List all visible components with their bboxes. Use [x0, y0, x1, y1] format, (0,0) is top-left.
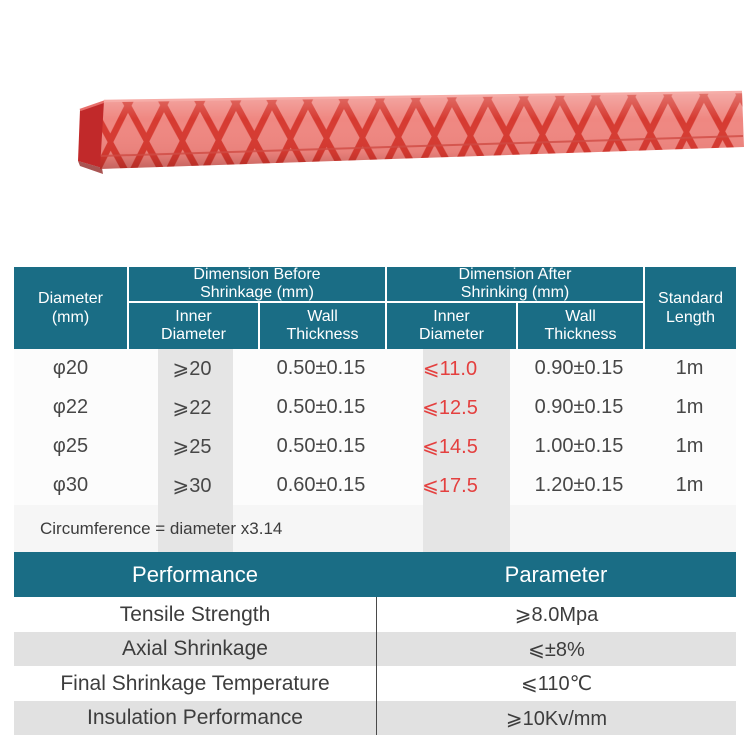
parameter-value: ⩾8.0Mpa: [376, 597, 736, 632]
column-stripe-inner-before: [158, 349, 233, 552]
cell-wall-after: 1.00±0.15: [534, 435, 624, 457]
spec-table: Diameter (mm) Dimension Before Shrinkage…: [14, 266, 736, 552]
parameter-value: ⩽110℃: [376, 666, 736, 701]
cell-diameter: φ30: [52, 474, 89, 496]
col-group-before-title: Dimension Before Shrinkage (mm): [129, 266, 385, 301]
before-title-line1: Dimension Before: [193, 266, 321, 284]
col-header-standard-length: Standard Length: [643, 267, 736, 349]
cell-wall-before: 0.60±0.15: [276, 474, 366, 496]
col-header-diameter-line2: (mm): [51, 309, 90, 326]
performance-label: Final Shrinkage Temperature: [60, 671, 330, 695]
col-group-after: Dimension After Shrinking (mm) Inner Dia…: [385, 266, 643, 349]
cell-standard-length: 1m: [675, 396, 704, 418]
parameter-value: ⩽±8%: [376, 632, 736, 666]
col-header-wall-thickness-after: Wall Thickness: [515, 303, 643, 349]
circumference-note: Circumference = diameter x3.14: [40, 518, 283, 538]
cell-diameter: φ22: [52, 396, 89, 418]
performance-table: Performance Parameter Tensile Strength ⩾…: [14, 552, 736, 735]
col-group-after-subs: Inner Diameter Wall Thickness: [387, 301, 643, 349]
table-row: Tensile Strength ⩾8.0Mpa: [14, 597, 736, 632]
cell-diameter: φ25: [52, 435, 89, 457]
table-row: Insulation Performance ⩾10Kv/mm: [14, 701, 736, 735]
col-header-inner-diameter-after: Inner Diameter: [387, 303, 516, 349]
wall-sub-line2: Thickness: [544, 326, 617, 343]
cell-inner-after: ⩽12.5: [422, 397, 478, 419]
column-stripe-inner-after: [423, 349, 510, 552]
performance-label: Insulation Performance: [87, 706, 303, 729]
spec-table-body: φ20 ⩾20 0.50±0.15 ⩽11.0 0.90±0.15 1m φ22…: [14, 349, 736, 552]
col-header-diameter: Diameter (mm): [14, 267, 127, 349]
cell-inner-before: ⩾25: [172, 436, 212, 458]
performance-label: Tensile Strength: [119, 602, 271, 626]
inner-sub-line1: Inner: [175, 307, 212, 325]
spec-table-header: Diameter (mm) Dimension Before Shrinkage…: [14, 266, 736, 349]
table-row: φ30 ⩾30 0.60±0.15 ⩽17.5 1.20±0.15 1m: [14, 466, 736, 505]
table-row: Final Shrinkage Temperature ⩽110℃: [14, 666, 736, 701]
cell-wall-before: 0.50±0.15: [276, 396, 366, 418]
cell-diameter: φ20: [52, 357, 89, 379]
col-group-after-title: Dimension After Shrinking (mm): [387, 266, 643, 301]
col-group-before-subs: Inner Diameter Wall Thickness: [129, 301, 385, 349]
cell-inner-after: ⩽14.5: [422, 436, 478, 458]
table-row: φ22 ⩾22 0.50±0.15 ⩽12.5 0.90±0.15 1m: [14, 388, 736, 427]
cell-inner-before: ⩾30: [172, 475, 212, 497]
inner-sub-line2: Diameter: [161, 326, 226, 343]
col-header-performance: Performance: [132, 561, 258, 587]
inner-sub-line1: Inner: [433, 307, 470, 325]
table-row: φ20 ⩾20 0.50±0.15 ⩽11.0 0.90±0.15 1m: [14, 349, 736, 388]
cell-wall-before: 0.50±0.15: [276, 435, 366, 457]
wall-sub-line1: Wall: [565, 307, 596, 325]
performance-label: Axial Shrinkage: [122, 637, 268, 660]
parameter-value: ⩾10Kv/mm: [376, 701, 736, 735]
col-header-parameter: Parameter: [504, 561, 608, 587]
cell-standard-length: 1m: [675, 435, 704, 457]
inner-sub-line2: Diameter: [419, 326, 484, 343]
cell-wall-before: 0.50±0.15: [276, 357, 366, 379]
cell-standard-length: 1m: [675, 474, 704, 496]
cell-wall-after: 0.90±0.15: [534, 396, 624, 418]
cell-wall-after: 1.20±0.15: [534, 474, 624, 496]
col-header-diameter-line1: Diameter: [38, 289, 103, 307]
cell-wall-after: 0.90±0.15: [534, 357, 624, 379]
cell-inner-after: ⩽11.0: [422, 358, 478, 380]
performance-table-body: Tensile Strength ⩾8.0Mpa Axial Shrinkage…: [14, 597, 736, 735]
after-title-line2: Shrinking (mm): [460, 284, 570, 301]
standard-line1: Standard: [658, 289, 723, 307]
table-row: φ25 ⩾25 0.50±0.15 ⩽14.5 1.00±0.15 1m: [14, 427, 736, 466]
wall-sub-line1: Wall: [307, 307, 338, 325]
cell-standard-length: 1m: [675, 357, 704, 379]
after-title-line1: Dimension After: [458, 266, 572, 284]
cell-inner-before: ⩾20: [172, 358, 212, 380]
col-header-wall-thickness-before: Wall Thickness: [257, 303, 385, 349]
col-group-before: Dimension Before Shrinkage (mm) Inner Di…: [127, 266, 385, 349]
wall-sub-line2: Thickness: [286, 326, 359, 343]
tube-end-cap: [78, 101, 106, 168]
table-row: Axial Shrinkage ⩽±8%: [14, 632, 736, 666]
performance-table-header: Performance Parameter: [14, 552, 736, 597]
circumference-note-row: Circumference = diameter x3.14: [14, 505, 736, 552]
standard-line2: Length: [666, 309, 715, 326]
cell-inner-before: ⩾22: [172, 397, 212, 419]
red-heat-shrink-tube-photo: [78, 90, 744, 174]
before-title-line2: Shrinkage (mm): [200, 284, 314, 301]
col-header-inner-diameter-before: Inner Diameter: [129, 303, 258, 349]
cell-inner-after: ⩽17.5: [422, 475, 478, 497]
